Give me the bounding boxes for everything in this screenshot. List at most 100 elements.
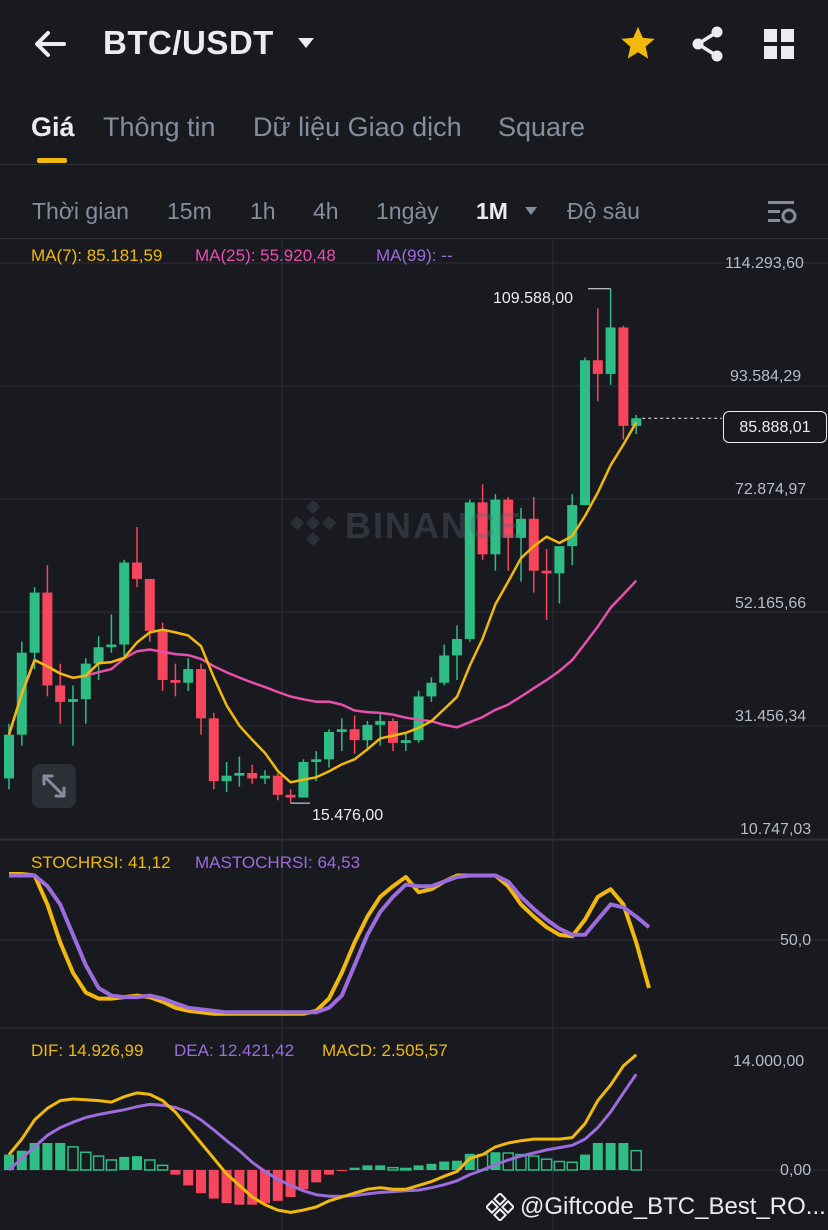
candle-body bbox=[196, 669, 206, 719]
binance-watermark: BINANCE bbox=[345, 505, 524, 546]
macd-histogram-bar bbox=[144, 1159, 156, 1171]
back-arrow-icon[interactable] bbox=[30, 24, 70, 64]
macd-histogram-bar bbox=[311, 1170, 322, 1183]
star-icon[interactable] bbox=[619, 24, 657, 62]
candle-body bbox=[592, 360, 603, 374]
macd-histogram-bar bbox=[272, 1170, 283, 1201]
candle-body bbox=[208, 718, 219, 782]
macd-dea-line bbox=[7, 1073, 638, 1198]
candle-body bbox=[247, 772, 258, 779]
candle-body bbox=[452, 639, 462, 656]
macd-histogram-bar bbox=[528, 1155, 540, 1171]
macd-histogram-bar bbox=[170, 1170, 181, 1175]
ma25-line bbox=[7, 579, 638, 736]
candle-body bbox=[388, 721, 398, 743]
macd-histogram-bar bbox=[439, 1161, 450, 1170]
interval-bar: Thời gian 15m 1h 4h 1ngày 1M Độ sâu bbox=[0, 186, 828, 239]
macd-histogram-bar bbox=[580, 1154, 590, 1170]
price-axis-label: 10.747,03 bbox=[740, 821, 812, 838]
mastochrsi-line bbox=[9, 873, 651, 1015]
macd-histogram-bar bbox=[426, 1163, 437, 1170]
expand-icon bbox=[42, 774, 66, 798]
candle-body bbox=[311, 759, 322, 763]
high-price-label: 109.588,00 bbox=[493, 290, 574, 307]
candle-body bbox=[106, 644, 117, 648]
candle-body bbox=[490, 499, 501, 555]
low-price-label: 15.476,00 bbox=[312, 807, 384, 824]
main-tabs: Giá Thông tin Dữ liệu Giao dịch Square bbox=[0, 100, 828, 165]
candle-body bbox=[618, 327, 629, 426]
price-axis-label: 52.165,66 bbox=[735, 595, 807, 612]
macd-histogram-bar bbox=[208, 1170, 219, 1199]
macd-histogram-bar bbox=[80, 1151, 92, 1171]
interval-4h[interactable]: 4h bbox=[313, 198, 339, 224]
binance-logo-icon bbox=[290, 500, 336, 546]
macd-dif-line bbox=[7, 1053, 638, 1214]
tab-thong-tin[interactable]: Thông tin bbox=[103, 112, 216, 142]
trading-pair-title[interactable]: BTC/USDT bbox=[103, 24, 274, 61]
candle-body bbox=[132, 562, 142, 579]
macd-histogram-bar bbox=[490, 1152, 501, 1170]
mastochrsi-legend: MASTOCHRSI: 64,53 bbox=[195, 853, 361, 872]
interval-time[interactable]: Thời gian bbox=[32, 198, 129, 224]
candle-body bbox=[362, 724, 373, 741]
candle-body bbox=[119, 562, 130, 645]
macd-histogram-bar bbox=[553, 1160, 566, 1171]
macd-histogram-bar bbox=[349, 1167, 360, 1170]
candle-body bbox=[324, 731, 334, 760]
macd-histogram-bar bbox=[566, 1161, 578, 1171]
candle-body bbox=[477, 502, 488, 555]
macd-histogram-bar bbox=[132, 1156, 142, 1170]
dea-legend: DEA: 12.421,42 bbox=[174, 1041, 295, 1060]
candle-body bbox=[272, 775, 283, 795]
ma25-legend: MA(25): 55.920,48 bbox=[195, 246, 336, 265]
macd-histogram-bar bbox=[400, 1167, 412, 1171]
macd-histogram-bar bbox=[221, 1170, 232, 1204]
macd-histogram-bar bbox=[630, 1149, 642, 1171]
macd-histogram-bar bbox=[605, 1143, 616, 1170]
candle-body bbox=[605, 327, 616, 374]
candle-body bbox=[400, 740, 411, 743]
candle-body bbox=[631, 418, 642, 426]
macd-axis-label: 0,00 bbox=[780, 1162, 812, 1179]
macd-histogram-bar bbox=[105, 1159, 118, 1171]
caret-down-icon[interactable] bbox=[296, 36, 316, 50]
stochrsi-legend: STOCHRSI: 41,12 bbox=[31, 853, 171, 872]
chart-settings-icon[interactable] bbox=[766, 198, 798, 226]
grid-icon[interactable] bbox=[763, 28, 795, 60]
macd-histogram-bar bbox=[375, 1165, 386, 1170]
share-icon[interactable] bbox=[690, 24, 726, 64]
ma99-legend: MA(99): -- bbox=[376, 246, 453, 265]
candle-body bbox=[68, 699, 78, 702]
price-chart[interactable] bbox=[0, 240, 828, 1230]
candle-body bbox=[503, 499, 514, 538]
macd-histogram-bar bbox=[247, 1170, 258, 1205]
candle-body bbox=[336, 729, 347, 732]
tab-gia[interactable]: Giá bbox=[31, 112, 75, 142]
fullscreen-button[interactable] bbox=[32, 764, 76, 808]
macd-histogram-bar bbox=[618, 1143, 629, 1170]
price-axis-label: 93.584,29 bbox=[730, 368, 802, 385]
interval-1m[interactable]: 1M bbox=[476, 198, 508, 224]
candle-body bbox=[29, 592, 40, 653]
macd-histogram-bar bbox=[92, 1155, 105, 1171]
macd-histogram-bar bbox=[183, 1170, 194, 1186]
macd-histogram-bar bbox=[285, 1170, 296, 1197]
interval-1h[interactable]: 1h bbox=[250, 198, 276, 224]
candle-body bbox=[144, 578, 155, 631]
candle-body bbox=[439, 655, 450, 683]
top-bar: BTC/USDT bbox=[0, 0, 828, 90]
macd-histogram-bar bbox=[452, 1160, 462, 1170]
candle-body bbox=[42, 592, 53, 686]
tab-square[interactable]: Square bbox=[498, 112, 586, 142]
interval-depth[interactable]: Độ sâu bbox=[567, 198, 640, 224]
tab-du-lieu-giao-dich[interactable]: Dữ liệu Giao dịch bbox=[253, 112, 462, 142]
credit-text: @Giftcode_BTC_Best_RO... bbox=[520, 1193, 826, 1220]
dif-legend: DIF: 14.926,99 bbox=[31, 1041, 144, 1060]
binance-logo-icon bbox=[486, 1193, 514, 1221]
interval-15m[interactable]: 15m bbox=[167, 198, 212, 224]
candle-body bbox=[157, 630, 168, 681]
caret-down-icon[interactable] bbox=[524, 206, 538, 216]
interval-1day[interactable]: 1ngày bbox=[376, 198, 439, 224]
candle-body bbox=[234, 772, 245, 776]
